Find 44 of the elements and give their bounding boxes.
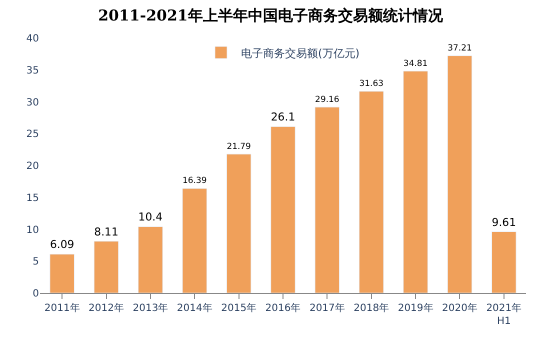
bar <box>182 188 208 293</box>
bar <box>270 126 296 293</box>
x-tick-label: 2015年 <box>221 302 257 314</box>
data-label: 9.61 <box>492 216 516 229</box>
bar <box>314 106 340 293</box>
x-tick-label: 2016年 <box>265 302 301 314</box>
bar <box>403 70 428 293</box>
data-label: 10.4 <box>138 210 163 224</box>
data-label: 31.63 <box>359 78 384 88</box>
data-label: 6.09 <box>50 238 74 252</box>
bar <box>94 241 119 293</box>
x-tick-label: 2014年 <box>176 302 212 314</box>
chart-title: 2011-2021年上半年中国电子商务交易额统计情况 <box>98 6 444 25</box>
data-label: 16.39 <box>182 175 207 186</box>
x-tick-label: 2018年 <box>354 302 390 314</box>
y-tick-label: 35 <box>26 65 39 76</box>
y-tick-label: 5 <box>32 256 39 268</box>
data-label: 29.16 <box>315 94 340 104</box>
bar <box>138 226 163 293</box>
legend-label: 电子商务交易额(万亿元) <box>241 46 360 60</box>
y-tick-label: 30 <box>26 97 39 108</box>
y-tick-label: 25 <box>26 129 39 140</box>
y-tick-label: 0 <box>32 288 39 300</box>
bar <box>50 254 74 293</box>
data-label: 37.21 <box>448 42 472 52</box>
bar <box>226 154 252 293</box>
x-tick-label: 2020年 <box>442 302 478 314</box>
x-tick-label: 2017年 <box>309 302 345 314</box>
x-tick-label: 2021年 H1 <box>486 302 522 327</box>
y-tick-label: 10 <box>26 224 39 236</box>
bar <box>358 91 384 293</box>
bar <box>447 56 472 293</box>
x-tick-label: 2012年 <box>88 302 124 314</box>
data-label: 34.81 <box>403 58 428 68</box>
y-tick-label: 15 <box>26 192 39 204</box>
data-label: 8.11 <box>94 225 118 238</box>
x-tick-label: 2019年 <box>398 302 434 314</box>
data-label: 26.1 <box>270 110 296 124</box>
x-tick-label: 2011年 <box>44 302 80 314</box>
y-tick-label: 40 <box>26 34 39 44</box>
y-tick-label: 20 <box>26 161 39 172</box>
x-tick-label: 2013年 <box>132 302 168 314</box>
data-label: 21.79 <box>226 140 251 151</box>
bar <box>492 231 516 293</box>
